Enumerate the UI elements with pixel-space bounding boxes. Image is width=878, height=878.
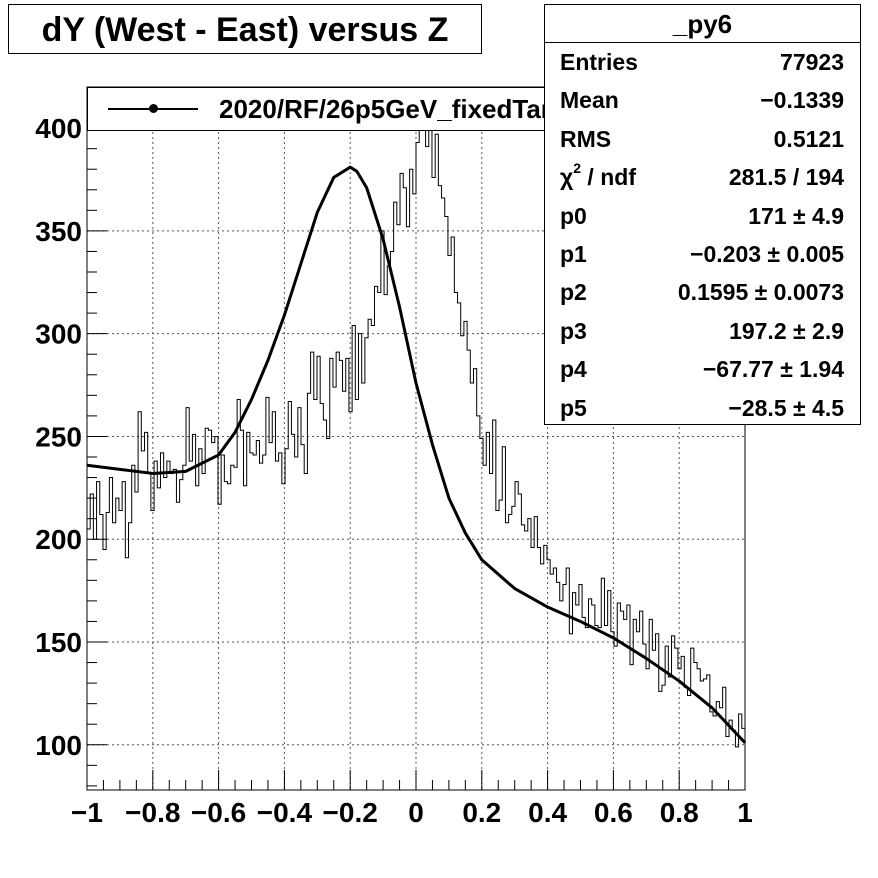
x-tick-label: −0.2 [323,797,378,828]
stats-key-superscript: 2 [573,160,582,177]
stats-value: 0.5121 [773,125,844,152]
histogram [87,86,745,748]
stats-row: Entries 77923 [545,43,860,81]
histogram-step-line [87,86,745,748]
stats-key: RMS [560,125,612,152]
stats-value: −0.1339 [760,87,844,114]
grid [87,87,745,790]
stats-row: p3 197.2 ± 2.9 [545,312,860,350]
y-tick-label: 150 [35,627,82,658]
x-tick-label: 0.2 [462,797,501,828]
legend-entry-label: 2020/RF/26p5GeV_fixedTarget [219,94,590,124]
stats-value: 171 ± 4.9 [748,202,844,229]
stats-key: Entries [560,49,638,75]
stats-key: p3 [560,317,587,344]
stats-row: p0 171 ± 4.9 [545,197,860,235]
x-tick-label: 0.6 [594,797,633,828]
stats-key: χ2 / ndf [560,160,636,191]
stats-value: 281.5 / 194 [728,164,844,191]
x-tick-label: −0.8 [125,797,180,828]
stats-rows: Entries 77923 Mean −0.1339 RMS 0.5121 χ2 / ndf… [545,43,860,427]
x-tick-label: −0.6 [191,797,246,828]
fit-curve-line [86,165,747,744]
stats-row: p1 −0.203 ± 0.005 [545,235,860,273]
legend: 2020/RF/26p5GeV_fixedTarget [87,87,614,131]
chart-title: dY (West - East) versus Z [41,11,449,49]
stats-value: 197.2 ± 2.9 [729,317,844,344]
x-tick-label: 0.8 [660,797,699,828]
stats-key: p0 [560,202,587,229]
x-tick-label: −1 [71,797,103,828]
legend-dot-marker [149,104,158,113]
x-tick-label: −0.4 [257,797,313,828]
stats-value: 77923 [780,49,844,75]
stats-box: _py6 Entries 77923 Mean −0.1339 RMS 0.5121 χ2 … [544,4,861,425]
stats-key: p4 [560,356,587,383]
stats-key: p5 [560,394,587,421]
x-tick-labels: −1 −0.8 −0.6 −0.4 −0.2 0 0.2 0.4 0.6 0.8 1 [71,797,753,828]
x-tick-label: 0.4 [528,797,567,828]
y-tick-label: 350 [35,216,82,247]
stats-key: Mean [560,87,619,114]
stats-key: p1 [560,240,587,267]
stats-row: χ2 / ndf 281.5 / 194 [545,158,860,196]
x-tick-label: 0 [408,797,424,828]
stats-value: 0.1595 ± 0.0073 [677,279,844,306]
stats-row: p2 0.1595 ± 0.0073 [545,273,860,311]
y-tick-label: 250 [35,421,82,452]
stats-row: RMS 0.5121 [545,120,860,158]
y-tick-labels: 100 150 200 250 300 350 400 [35,113,82,761]
stats-value: −28.5 ± 4.5 [728,394,844,421]
stats-value: −0.203 ± 0.005 [690,240,844,267]
stats-row: p5 −28.5 ± 4.5 [545,389,860,427]
y-tick-label: 400 [35,113,82,144]
stats-value: −67.77 ± 1.94 [702,356,844,383]
y-tick-label: 200 [35,524,82,555]
stats-key: p2 [560,279,587,306]
y-tick-label: 300 [35,319,82,350]
title-box: dY (West - East) versus Z [8,4,482,54]
stats-row: Mean −0.1339 [545,81,860,119]
stats-title: _py6 [545,5,860,43]
x-tick-label: 1 [737,797,753,828]
y-tick-label: 100 [35,730,82,761]
fit-curve [86,165,747,744]
stats-row: p4 −67.77 ± 1.94 [545,350,860,388]
